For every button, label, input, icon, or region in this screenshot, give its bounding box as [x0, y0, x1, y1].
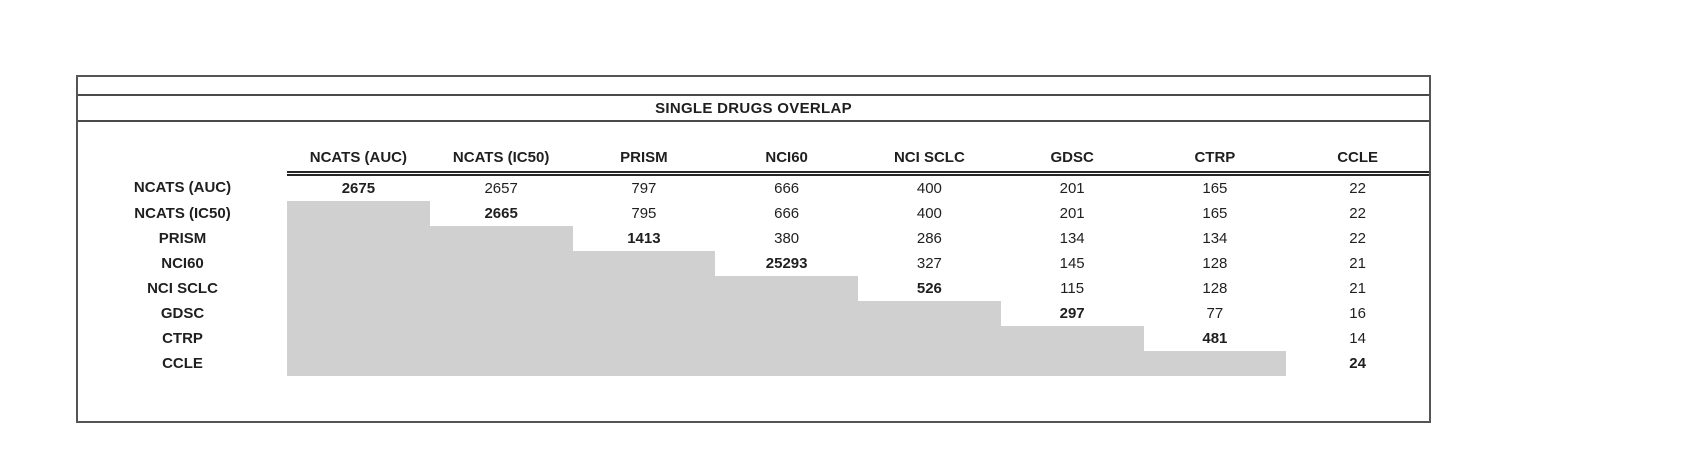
matrix-cell-shaded — [287, 226, 430, 251]
matrix-cell: 22 — [1349, 205, 1366, 222]
table-row: NCATS (AUC) 2675 2657 797 666 400 201 165 22 — [78, 174, 1429, 202]
matrix-header: NCATS (AUC) NCATS (IC50) PRISM NCI60 NCI SCL… — [78, 143, 1429, 176]
matrix-cell-shaded — [715, 301, 858, 326]
matrix-cell: 666 — [774, 205, 800, 222]
column-header: NCI SCLC — [858, 143, 1001, 176]
column-header: NCI60 — [715, 143, 858, 176]
table-title-row: SINGLE DRUGS OVERLAP — [78, 96, 1429, 122]
matrix-cell-shaded — [287, 351, 430, 376]
row-header: CCLE — [162, 355, 203, 372]
matrix-cell: 128 — [1202, 280, 1228, 297]
overlap-matrix: NCATS (AUC) NCATS (IC50) PRISM NCI60 NCI SCL… — [78, 143, 1429, 376]
matrix-cell: 666 — [774, 180, 800, 197]
row-header: NCATS (AUC) — [133, 178, 232, 196]
matrix-cell: 115 — [1060, 280, 1085, 297]
matrix-cell-diagonal: 1413 — [627, 230, 661, 247]
matrix-cell: 201 — [1059, 205, 1085, 222]
matrix-cell-shaded — [858, 326, 1001, 351]
matrix-cell: 400 — [916, 205, 942, 222]
matrix-cell-shaded — [572, 351, 716, 376]
matrix-cell: 16 — [1349, 305, 1366, 322]
matrix-cell-diagonal: 2665 — [484, 205, 518, 222]
matrix-cell: 21 — [1349, 255, 1366, 272]
matrix-cell-shaded — [429, 301, 573, 326]
matrix-cell: 165 — [1202, 205, 1228, 222]
matrix-cell: 327 — [916, 255, 942, 272]
matrix-cell-shaded — [287, 301, 430, 326]
single-drugs-overlap-table: SINGLE DRUGS OVERLAP NCATS (AUC) NCATS (I… — [76, 75, 1431, 423]
matrix-cell: 165 — [1202, 180, 1228, 197]
column-header: NCATS (AUC) — [287, 143, 430, 176]
table-row: NCI SCLC 526 115 128 21 — [78, 276, 1429, 301]
matrix-body: NCATS (AUC) 2675 2657 797 666 400 201 165 22 NCAT… — [78, 174, 1429, 376]
table-row: PRISM 1413 380 286 134 134 22 — [78, 226, 1429, 251]
matrix-cell-shaded — [429, 251, 573, 276]
matrix-cell-shaded — [429, 226, 573, 251]
matrix-cell-shaded — [572, 251, 716, 276]
header-row: NCATS (AUC) NCATS (IC50) PRISM NCI60 NCI SCL… — [78, 143, 1429, 176]
matrix-cell: 201 — [1059, 180, 1085, 197]
column-header: GDSC — [1000, 143, 1144, 176]
column-header: CTRP — [1143, 143, 1287, 176]
table-top-empty-strip — [78, 77, 1429, 96]
matrix-cell: 22 — [1349, 230, 1366, 247]
matrix-cell-shaded — [429, 276, 573, 301]
matrix-cell-shaded — [287, 326, 430, 351]
matrix-cell-shaded — [287, 201, 430, 226]
row-header: CTRP — [162, 330, 203, 347]
matrix-cell: 795 — [631, 205, 657, 222]
column-header: PRISM — [572, 143, 716, 176]
row-header: GDSC — [160, 305, 205, 322]
row-header: NCI SCLC — [147, 280, 218, 297]
matrix-cell: 134 — [1202, 230, 1228, 247]
matrix-cell-diagonal: 481 — [1202, 330, 1228, 347]
matrix-cell-shaded — [572, 301, 716, 326]
matrix-cell-shaded — [572, 276, 716, 301]
matrix-cell: 77 — [1206, 305, 1224, 322]
matrix-cell-shaded — [858, 301, 1001, 326]
matrix-cell-shaded — [858, 351, 1001, 376]
corner-cell — [78, 143, 287, 174]
table-row: NCI60 25293 327 145 128 21 — [78, 251, 1429, 276]
matrix-cell-shaded — [572, 326, 716, 351]
matrix-cell-shaded — [1000, 351, 1144, 376]
matrix-cell-shaded — [429, 326, 573, 351]
table-row: CCLE 24 — [78, 351, 1429, 376]
table-title: SINGLE DRUGS OVERLAP — [655, 99, 852, 117]
matrix-cell-diagonal: 526 — [916, 280, 942, 297]
row-header: NCI60 — [161, 255, 204, 272]
matrix-cell-diagonal: 2675 — [341, 180, 376, 197]
row-header: PRISM — [158, 230, 207, 247]
matrix-cell: 797 — [631, 180, 657, 197]
matrix-cell-shaded — [287, 276, 430, 301]
matrix-cell-shaded — [715, 326, 858, 351]
matrix-cell: 22 — [1349, 180, 1366, 197]
matrix-cell: 145 — [1059, 255, 1085, 272]
matrix-cell-diagonal: 25293 — [765, 255, 808, 272]
matrix-cell-shaded — [1000, 326, 1144, 351]
matrix-cell: 134 — [1059, 230, 1085, 247]
matrix-area: NCATS (AUC) NCATS (IC50) PRISM NCI60 NCI SCL… — [78, 122, 1429, 376]
row-header: NCATS (IC50) — [134, 205, 231, 222]
table-row: CTRP 481 14 — [78, 326, 1429, 351]
matrix-cell: 14 — [1349, 330, 1366, 347]
matrix-cell: 380 — [774, 230, 800, 247]
matrix-cell-shaded — [287, 251, 430, 276]
column-header: NCATS (IC50) — [429, 143, 573, 176]
matrix-cell: 286 — [916, 230, 942, 247]
table-row: GDSC 297 77 16 — [78, 301, 1429, 326]
matrix-cell-shaded — [1143, 351, 1287, 376]
matrix-cell-diagonal: 24 — [1349, 355, 1366, 372]
matrix-cell: 400 — [916, 180, 942, 197]
table-row: NCATS (IC50) 2665 795 666 400 201 165 22 — [78, 201, 1429, 226]
column-header: CCLE — [1286, 143, 1429, 176]
matrix-cell-diagonal: 297 — [1059, 305, 1085, 322]
matrix-cell-shaded — [429, 351, 573, 376]
matrix-cell: 2657 — [484, 180, 518, 197]
matrix-cell-shaded — [715, 351, 858, 376]
matrix-cell: 128 — [1202, 255, 1228, 272]
matrix-cell: 21 — [1349, 280, 1366, 297]
matrix-cell-shaded — [715, 276, 858, 301]
